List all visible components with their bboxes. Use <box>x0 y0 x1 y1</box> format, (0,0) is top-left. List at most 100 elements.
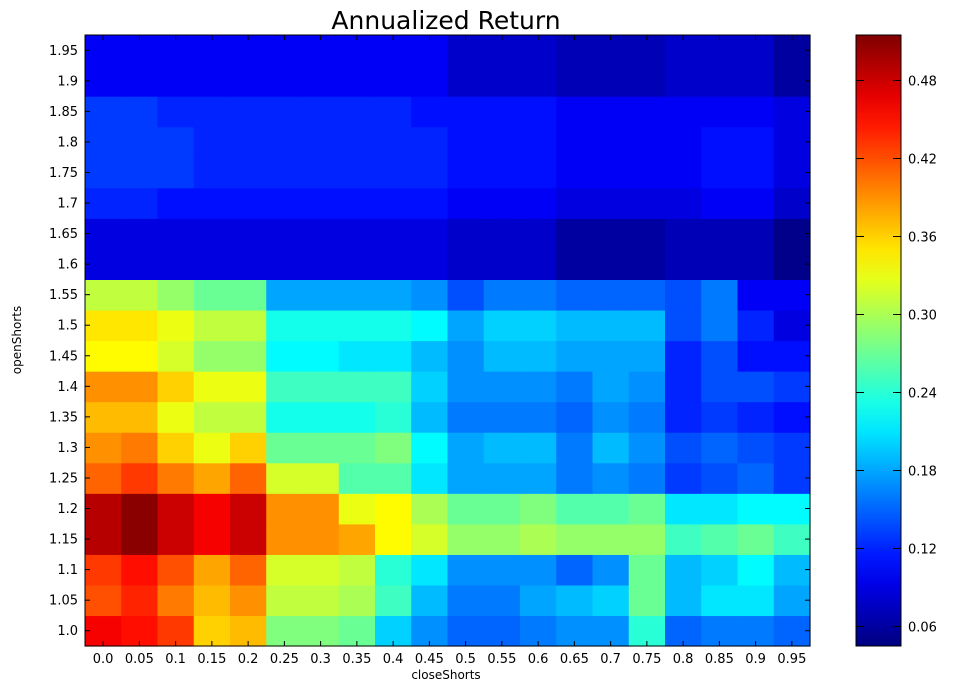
heatmap-cell <box>193 554 231 586</box>
heatmap-cell <box>773 279 811 311</box>
y-axis: 1.0 1.05 1.1 1.15 1.2 1.25 1.3 1.35 1.4 1.45 1.5 1.… <box>49 44 810 639</box>
heatmap-cell <box>85 157 122 189</box>
heatmap-cell <box>592 493 630 525</box>
heatmap-cell <box>193 65 231 97</box>
heatmap-cell <box>628 432 666 464</box>
heatmap-cell <box>737 248 775 280</box>
heatmap-cell <box>375 432 412 464</box>
heatmap-cell <box>447 584 485 617</box>
heatmap-cell <box>338 584 376 617</box>
heatmap-cell <box>628 309 666 342</box>
heatmap-cell <box>338 248 376 280</box>
heatmap-cell <box>266 432 304 464</box>
heatmap-cell <box>520 187 557 219</box>
heatmap-cell <box>157 493 195 525</box>
heatmap-cell <box>411 462 449 494</box>
heatmap-cell <box>447 248 485 280</box>
heatmap-cell <box>556 126 594 158</box>
heatmap-cell <box>193 340 231 372</box>
heatmap-cell <box>157 340 195 372</box>
heatmap-cell <box>483 65 521 97</box>
heatmap-cell <box>556 371 594 403</box>
heatmap-cell <box>592 35 630 67</box>
heatmap-cell <box>483 279 521 311</box>
heatmap-cell <box>483 126 521 158</box>
heatmap-cell <box>665 493 702 525</box>
heatmap-cell <box>520 65 557 97</box>
heatmap-cell <box>375 523 412 555</box>
heatmap-cell <box>375 493 412 525</box>
heatmap-cell <box>592 96 630 128</box>
heatmap-cell <box>592 157 630 189</box>
heatmap-cells <box>85 35 811 647</box>
heatmap-cell <box>556 279 594 311</box>
heatmap-cell <box>302 432 340 464</box>
y-tick-label: 1.8 <box>57 135 78 150</box>
heatmap-cell <box>665 126 702 158</box>
heatmap-cell <box>447 218 485 250</box>
heatmap-cell <box>520 126 557 158</box>
heatmap-cell <box>701 523 739 555</box>
heatmap-cell <box>665 523 702 555</box>
heatmap-cell <box>737 462 775 494</box>
heatmap-cell <box>302 462 340 494</box>
heatmap-cell <box>665 432 702 464</box>
heatmap-cell <box>483 309 521 342</box>
heatmap-cell <box>773 309 811 342</box>
heatmap-cell <box>85 218 122 250</box>
heatmap-cell <box>266 96 304 128</box>
heatmap-cell <box>483 432 521 464</box>
heatmap-cell <box>520 401 557 433</box>
heatmap-cell <box>701 187 739 219</box>
heatmap-cell <box>302 371 340 403</box>
x-tick-label: 0.1 <box>165 652 186 667</box>
heatmap-cell <box>483 554 521 586</box>
heatmap-cell <box>483 248 521 280</box>
heatmap-cell <box>628 248 666 280</box>
heatmap-cell <box>737 523 775 555</box>
y-tick-label: 1.6 <box>57 258 78 273</box>
heatmap-cell <box>85 65 122 97</box>
y-tick-label: 1.75 <box>49 166 78 181</box>
heatmap-cell <box>592 523 630 555</box>
heatmap-cell <box>628 96 666 128</box>
heatmap-cell <box>592 371 630 403</box>
heatmap-cell <box>447 126 485 158</box>
heatmap-cell <box>193 584 231 617</box>
heatmap-cell <box>302 65 340 97</box>
heatmap-cell <box>230 462 267 494</box>
heatmap-cell <box>701 279 739 311</box>
heatmap-cell <box>157 309 195 342</box>
y-tick-label: 1.65 <box>49 227 78 242</box>
heatmap-cell <box>556 584 594 617</box>
colorbar-tick-label: 0.24 <box>908 387 937 402</box>
heatmap-cell <box>302 35 340 67</box>
y-tick-label: 1.1 <box>57 563 78 578</box>
x-tick-label: 0.3 <box>310 652 331 667</box>
heatmap-cell <box>375 279 412 311</box>
heatmap-cell <box>157 65 195 97</box>
heatmap-cell <box>266 554 304 586</box>
heatmap-cell <box>411 126 449 158</box>
heatmap-cell <box>701 340 739 372</box>
heatmap-cell <box>773 462 811 494</box>
heatmap-cell <box>266 401 304 433</box>
heatmap-cell <box>266 340 304 372</box>
heatmap-cell <box>121 371 159 403</box>
heatmap-cell <box>520 371 557 403</box>
y-tick-label: 1.85 <box>49 105 78 120</box>
heatmap-cell <box>411 401 449 433</box>
heatmap-cell <box>483 371 521 403</box>
y-tick-label: 1.55 <box>49 288 78 303</box>
heatmap-cell <box>665 218 702 250</box>
heatmap-cell <box>701 126 739 158</box>
heatmap-cell <box>302 187 340 219</box>
heatmap-cell <box>447 279 485 311</box>
heatmap-cell <box>556 432 594 464</box>
heatmap-cell <box>556 157 594 189</box>
heatmap-cell <box>773 96 811 128</box>
heatmap-cell <box>447 65 485 97</box>
heatmap-cell <box>230 279 267 311</box>
y-tick-label: 1.5 <box>57 319 78 334</box>
heatmap-cell <box>230 96 267 128</box>
